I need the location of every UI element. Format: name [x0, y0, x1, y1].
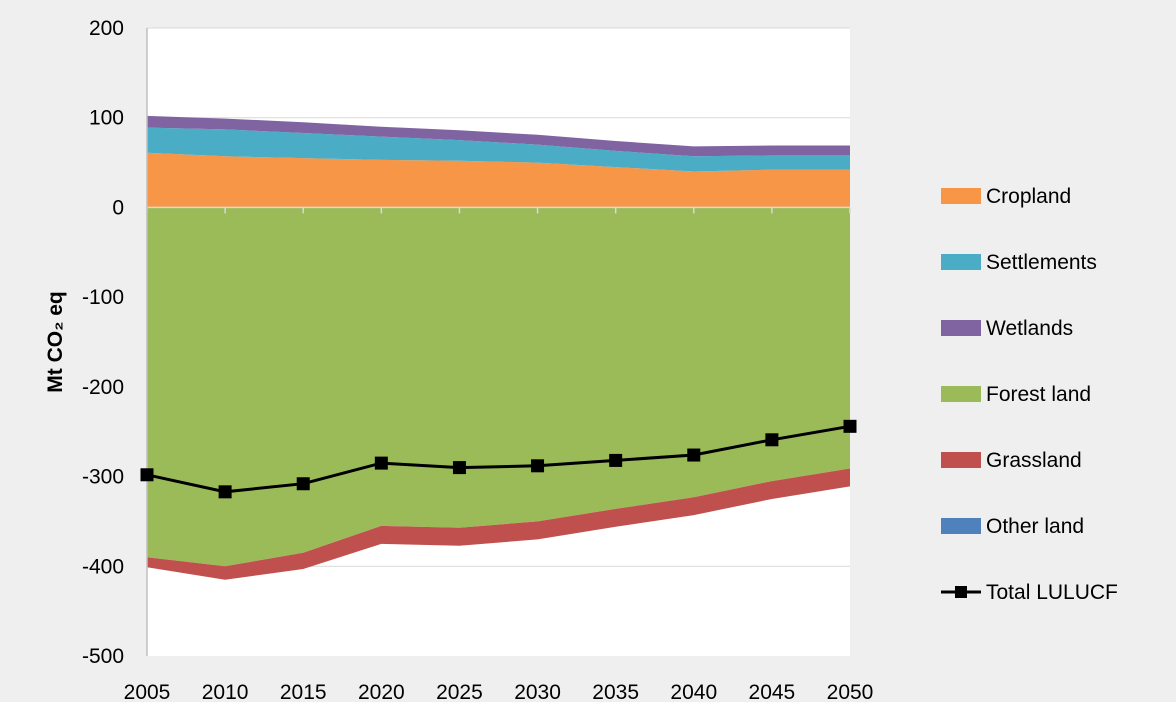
legend-swatch-grassland — [941, 452, 981, 468]
total-lulucf-point — [452, 461, 466, 475]
legend-label-grassland: Grassland — [986, 449, 1082, 472]
x-tick-label: 2030 — [514, 681, 561, 702]
legend-swatch-forest-land — [941, 386, 981, 402]
total-lulucf-point — [140, 468, 154, 482]
total-lulucf-point — [531, 459, 545, 473]
x-tick-label: 2035 — [592, 681, 639, 702]
total-lulucf-point — [843, 419, 857, 433]
legend-label-other-land: Other land — [986, 515, 1084, 538]
x-tick-label: 2040 — [670, 681, 717, 702]
x-tick-label: 2010 — [202, 681, 249, 702]
y-tick-label: -500 — [82, 645, 124, 668]
y-tick-label: 200 — [89, 17, 124, 40]
y-tick-label: -200 — [82, 376, 124, 399]
legend-swatch-wetlands — [941, 320, 981, 336]
total-lulucf-point — [609, 453, 623, 467]
legend-swatch-other-land — [941, 518, 981, 534]
legend-swatch-cropland — [941, 188, 981, 204]
area-settlements — [147, 127, 850, 172]
area-cropland — [147, 152, 850, 208]
x-tick-label: 2045 — [749, 681, 796, 702]
legend-marker-total-lulucf — [955, 586, 967, 598]
x-tick-label: 2025 — [436, 681, 483, 702]
total-lulucf-point — [218, 485, 232, 499]
total-lulucf-point — [374, 456, 388, 470]
total-lulucf-point — [296, 477, 310, 491]
legend-label-forest-land: Forest land — [986, 383, 1091, 406]
y-tick-label: -100 — [82, 286, 124, 309]
series-line-total-lulucf — [146, 424, 851, 494]
y-tick-label: -400 — [82, 555, 124, 578]
y-tick-label: 0 — [112, 196, 124, 219]
area-forest-land — [147, 207, 850, 567]
legend-label-settlements: Settlements — [986, 251, 1097, 274]
x-tick-label: 2050 — [827, 681, 874, 702]
total-lulucf-point — [687, 448, 701, 462]
y-axis-label: Mt CO₂ eq — [44, 291, 67, 393]
legend-swatch-settlements — [941, 254, 981, 270]
x-tick-label: 2020 — [358, 681, 405, 702]
legend-label-wetlands: Wetlands — [986, 317, 1073, 340]
legend-label-total-lulucf: Total LULUCF — [986, 581, 1118, 604]
legend-label-cropland: Cropland — [986, 185, 1071, 208]
area-grassland — [147, 468, 850, 580]
x-tick-label: 2015 — [280, 681, 327, 702]
x-tick-label: 2005 — [124, 681, 171, 702]
total-lulucf-point — [765, 433, 779, 447]
y-tick-label: -300 — [82, 466, 124, 489]
y-tick-label: 100 — [89, 107, 124, 130]
area-wetlands — [147, 115, 850, 157]
